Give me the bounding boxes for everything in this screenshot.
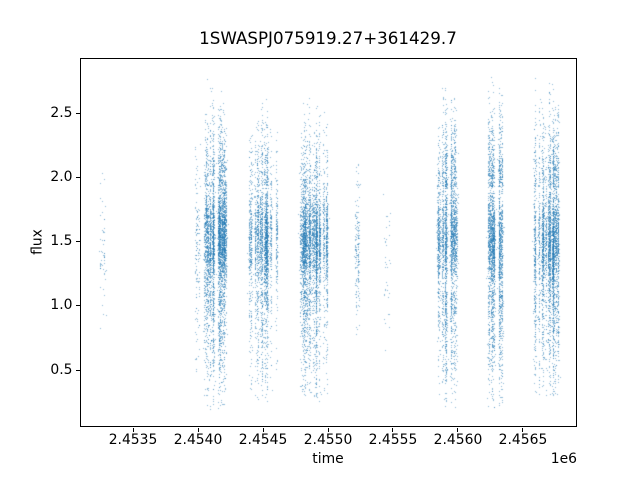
chart-title: 1SWASPJ075919.27+361429.7 [199, 28, 457, 48]
x-axis-label: time [312, 450, 344, 467]
x-axis-offset-text: 1e6 [550, 450, 577, 467]
y-axis-label: flux [29, 229, 46, 255]
